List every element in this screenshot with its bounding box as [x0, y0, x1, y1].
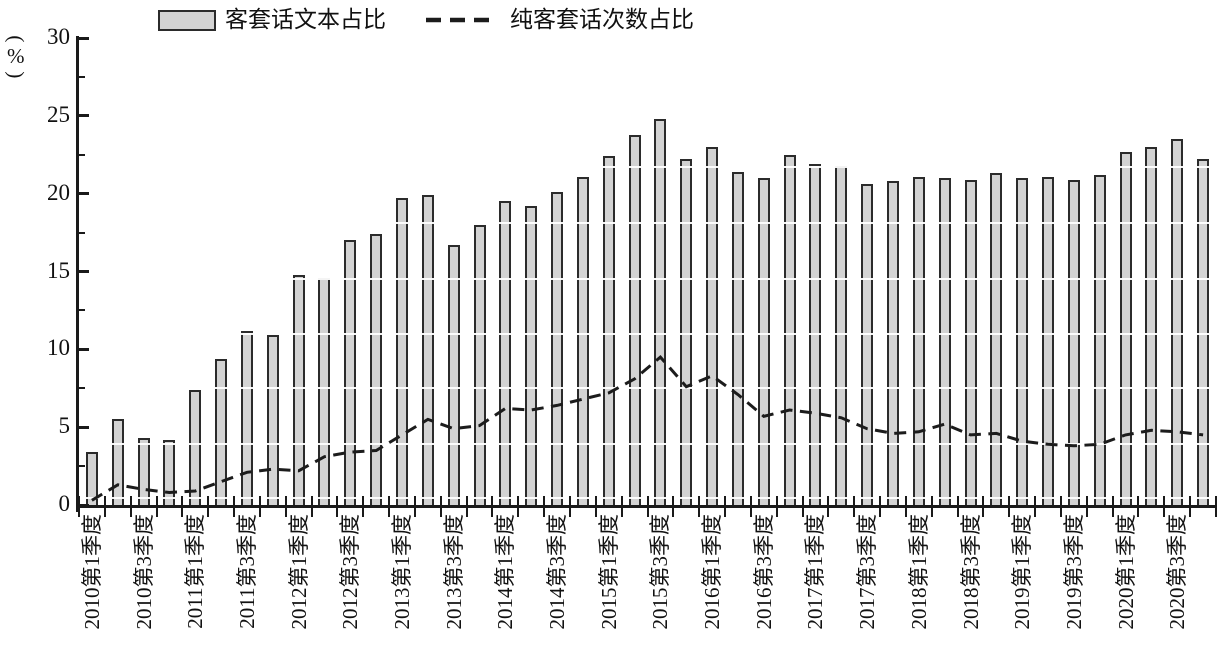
y-axis-tick — [79, 192, 89, 196]
y-axis-tick — [79, 114, 89, 118]
x-axis-line — [76, 505, 1216, 508]
x-tick-label: 2019第1季度 — [1010, 514, 1035, 630]
legend-bar-swatch — [158, 9, 216, 31]
x-tick-label: 2018第1季度 — [906, 514, 931, 630]
x-tick-label: 2016第3季度 — [751, 514, 776, 630]
y-axis-tick — [79, 270, 89, 273]
gridline-overlay — [79, 166, 1216, 169]
gridline-overlay — [79, 222, 1216, 225]
x-tick-label: 2020第3季度 — [1165, 514, 1190, 630]
legend: 客套话文本占比 纯客套话次数占比 — [158, 8, 694, 32]
x-tick-label: 2020第1季度 — [1113, 514, 1138, 630]
y-tick-label: 15 — [47, 257, 70, 283]
x-tick-label: 2011第1季度 — [183, 514, 208, 629]
x-tick-label: 2015第1季度 — [596, 514, 621, 630]
x-tick-label: 2010第1季度 — [79, 514, 104, 630]
y-axis-minor-tick — [79, 153, 85, 156]
y-axis-unit-label: (%) — [4, 30, 29, 84]
x-tick-label: 2011第3季度 — [234, 514, 259, 629]
unit-paren: ) — [4, 71, 29, 79]
y-tick-label: 25 — [47, 101, 70, 127]
x-tick-label: 2012第1季度 — [286, 514, 311, 630]
x-tick-label: 2016第1季度 — [700, 514, 725, 630]
y-axis-minor-tick — [79, 309, 85, 312]
y-tick-label: 10 — [47, 335, 70, 361]
y-axis-minor-tick — [79, 75, 85, 78]
x-axis-tick — [1215, 496, 1217, 517]
x-tick-label: 2012第3季度 — [338, 514, 363, 630]
x-tick-label: 2013第1季度 — [390, 514, 414, 630]
y-axis-tick — [79, 347, 89, 351]
legend-line-label: 纯客套话次数占比 — [510, 7, 694, 32]
unit-paren: ( — [4, 35, 29, 43]
gridline-overlay — [79, 387, 1216, 390]
x-tick-label: 2019第3季度 — [1061, 514, 1086, 630]
y-axis-tick — [79, 36, 89, 40]
legend-dashed-line-swatch — [426, 17, 498, 23]
x-tick-label: 2013第3季度 — [441, 514, 466, 630]
y-tick-label: 5 — [58, 413, 71, 439]
y-axis-minor-tick — [79, 465, 85, 468]
y-axis-line — [76, 36, 79, 512]
y-axis-tick — [79, 425, 89, 429]
line-series — [91, 355, 1204, 502]
y-axis-minor-tick — [79, 231, 85, 234]
x-tick-label: 2017第3季度 — [855, 514, 880, 630]
x-tick-label: 2010第3季度 — [131, 514, 156, 630]
y-axis-tick — [79, 503, 89, 507]
x-tick-label: 2015第3季度 — [648, 514, 673, 630]
y-tick-label: 20 — [47, 179, 70, 205]
x-tick-label: 2017第1季度 — [803, 514, 828, 630]
y-tick-label: 30 — [47, 24, 70, 49]
y-tick-label: 0 — [58, 491, 71, 516]
unit-percent: % — [7, 43, 25, 68]
gridline-overlay — [79, 278, 1216, 281]
x-tick-label: 2014第3季度 — [545, 514, 570, 630]
x-tick-label: 2014第1季度 — [493, 514, 518, 630]
x-tick-label: 2018第3季度 — [958, 514, 983, 630]
gridline-overlay — [79, 443, 1216, 446]
legend-bar-label: 客套话文本占比 — [225, 7, 386, 32]
gridline-overlay — [79, 332, 1216, 335]
y-axis-minor-tick — [79, 387, 85, 390]
